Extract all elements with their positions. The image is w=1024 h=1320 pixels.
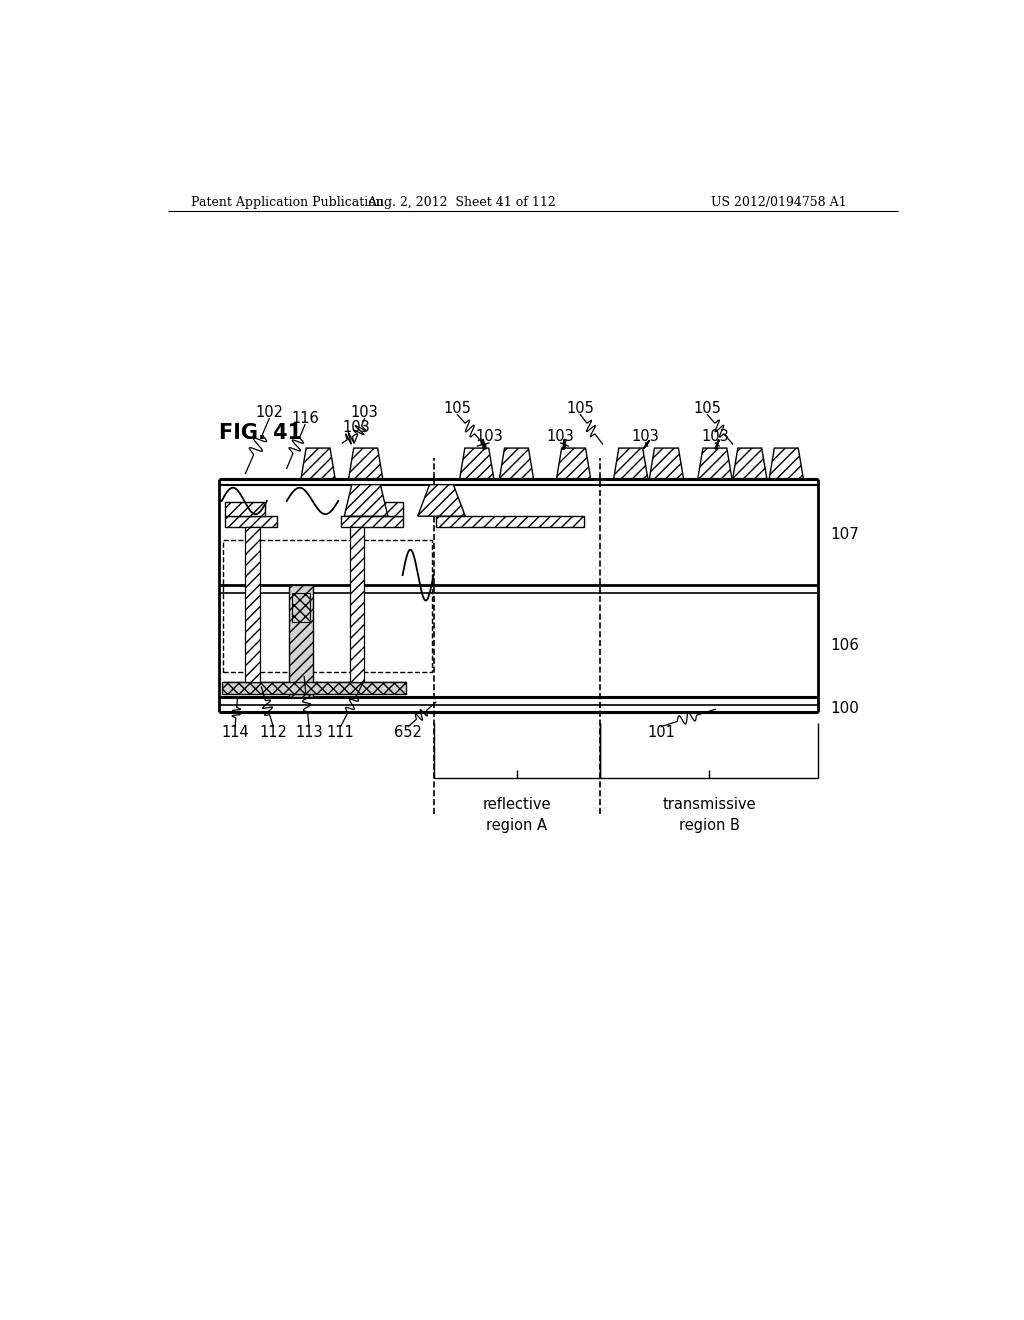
PathPatch shape (613, 447, 648, 479)
Bar (436, 516, 585, 528)
Bar (246, 528, 260, 682)
Text: 113: 113 (295, 725, 323, 741)
Text: Patent Application Publication: Patent Application Publication (191, 195, 384, 209)
Text: 112: 112 (259, 725, 287, 741)
Bar (225, 516, 278, 528)
Text: transmissive
region B: transmissive region B (663, 797, 756, 833)
Bar (341, 516, 402, 528)
Text: 103: 103 (350, 405, 378, 420)
Bar (348, 502, 402, 516)
Text: 106: 106 (830, 638, 859, 653)
PathPatch shape (769, 447, 804, 479)
Text: 103: 103 (632, 429, 659, 445)
PathPatch shape (649, 447, 684, 479)
Text: 116: 116 (291, 411, 318, 426)
Bar (221, 682, 406, 694)
PathPatch shape (733, 447, 767, 479)
Bar (223, 540, 432, 672)
Text: 114: 114 (221, 725, 249, 741)
Text: 105: 105 (566, 401, 594, 416)
PathPatch shape (301, 447, 335, 479)
PathPatch shape (697, 447, 732, 479)
Bar (350, 528, 365, 682)
Text: 103: 103 (475, 429, 503, 445)
Text: reflective
region A: reflective region A (482, 797, 551, 833)
PathPatch shape (418, 484, 465, 516)
PathPatch shape (348, 447, 383, 479)
Text: 101: 101 (647, 725, 675, 741)
Text: 100: 100 (830, 701, 859, 717)
Text: 105: 105 (693, 401, 721, 416)
PathPatch shape (557, 447, 591, 479)
Text: FIG. 41: FIG. 41 (219, 422, 302, 442)
Text: 105: 105 (443, 401, 471, 416)
Text: 103: 103 (547, 429, 574, 445)
PathPatch shape (500, 447, 534, 479)
Text: 107: 107 (830, 528, 859, 543)
Text: 103: 103 (701, 429, 729, 445)
Bar (225, 502, 265, 516)
Bar (292, 594, 309, 622)
Bar (289, 585, 313, 697)
Text: 652: 652 (394, 725, 422, 741)
Text: US 2012/0194758 A1: US 2012/0194758 A1 (711, 195, 847, 209)
Text: 102: 102 (255, 405, 284, 420)
Text: 103: 103 (343, 420, 371, 436)
PathPatch shape (460, 447, 494, 479)
PathPatch shape (344, 484, 388, 516)
Text: Aug. 2, 2012  Sheet 41 of 112: Aug. 2, 2012 Sheet 41 of 112 (367, 195, 556, 209)
Text: 111: 111 (327, 725, 354, 741)
